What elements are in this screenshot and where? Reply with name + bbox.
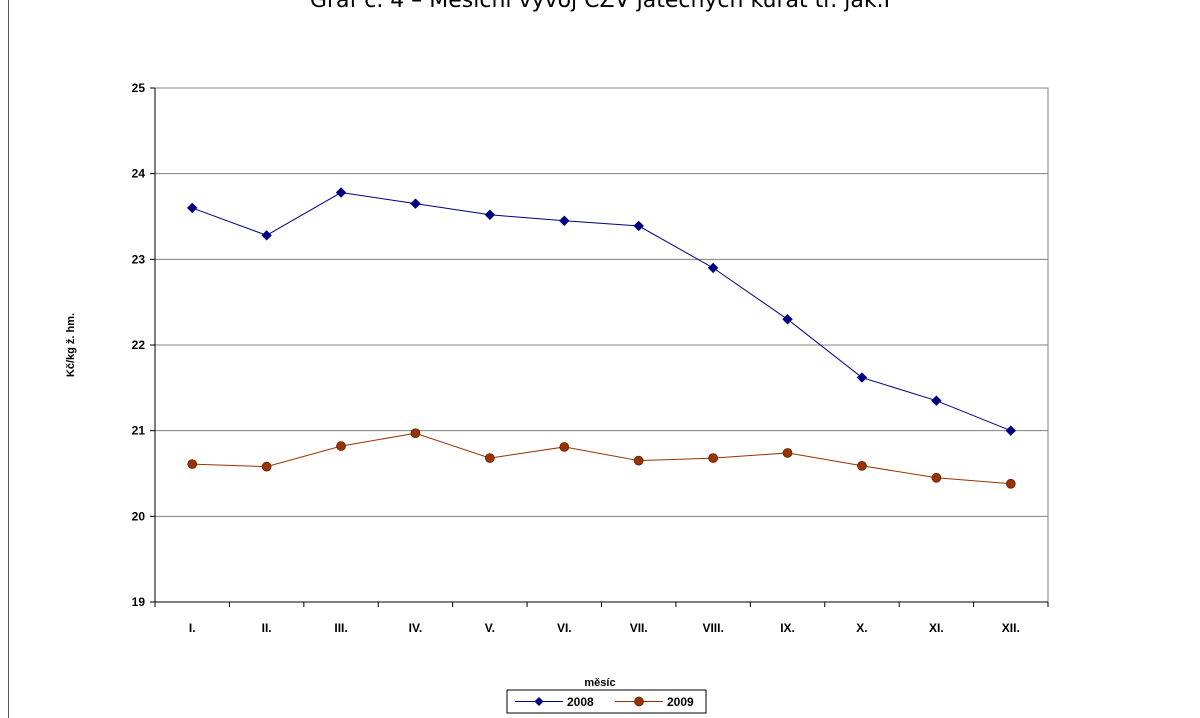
x-tick-label-9: IX. [780,621,795,635]
x-tick-label-12: XII. [1002,621,1020,635]
y-tick-label-23: 23 [132,252,146,266]
point-2009-11 [931,472,942,483]
point-2009-8 [708,453,718,463]
point-2009-2 [261,461,272,472]
point-2008-11 [931,395,942,406]
series-2008 [187,187,1016,436]
x-tick-label-10: X. [856,621,867,635]
x-tick-label-11: XI. [929,621,944,635]
legend-marker-2008 [534,697,544,706]
y-axis-ticks: 19 20 21 22 23 24 25 [132,81,155,609]
x-tick-label-2: II. [262,621,272,635]
point-2008-4 [410,198,421,209]
point-2009-7 [633,455,644,466]
series-2009 [187,428,1016,489]
legend-label-2008: 2008 [567,695,594,709]
point-2009-4 [410,428,421,439]
point-2009-9 [782,448,793,458]
point-2009-12 [1005,478,1016,489]
y-tick-label-24: 24 [132,167,146,181]
point-2008-8 [707,262,719,274]
series-line-2009 [192,432,1011,485]
legend: 2008 2009 [506,689,707,714]
series-line-2008 [192,191,1011,432]
series-layer [187,187,1016,489]
point-2008-12 [1005,425,1016,436]
x-axis-label: měsíc [584,677,615,689]
x-tick-label-6: VI. [557,621,572,635]
x-tick-label-4: IV. [409,621,423,635]
point-2009-6 [559,442,570,452]
point-2008-6 [559,215,570,226]
y-axis-label: Kč/kg ž. hm. [65,313,77,377]
x-tick-label-5: V. [485,621,495,635]
point-2008-9 [782,314,793,325]
y-tick-label-20: 20 [132,509,146,523]
y-tick-label-19: 19 [132,595,146,609]
legend-box [506,689,707,714]
y-tick-label-22: 22 [132,338,146,352]
point-2008-2 [261,230,272,241]
x-axis-ticks: I. II. III. IV. V. VI. VII. VIII. IX. X. XI. XII. [154,602,1049,635]
point-2009-5 [485,453,495,463]
x-tick-label-8: VIII. [702,621,723,635]
x-tick-label-7: VII. [630,621,648,635]
point-2009-1 [187,459,198,469]
point-2009-3 [336,441,346,451]
y-tick-label-21: 21 [132,424,146,438]
legend-label-2009: 2009 [667,695,694,709]
legend-item-2009: 2009 [615,695,694,709]
point-2008-7 [633,220,644,232]
point-2008-5 [484,209,496,220]
y-tick-label-25: 25 [132,81,146,95]
point-2008-1 [187,202,198,214]
point-2008-10 [856,372,868,383]
legend-item-2008: 2008 [515,695,594,709]
x-tick-label-3: III. [334,621,347,635]
point-2009-10 [857,460,867,471]
legend-marker-2009 [634,696,644,707]
point-2008-3 [335,187,347,198]
page-title: Graf č. 4 – Měsíční vývoj CZV jatečných … [309,0,891,13]
page-left-border [8,0,9,718]
x-tick-label-1: I. [189,621,196,635]
